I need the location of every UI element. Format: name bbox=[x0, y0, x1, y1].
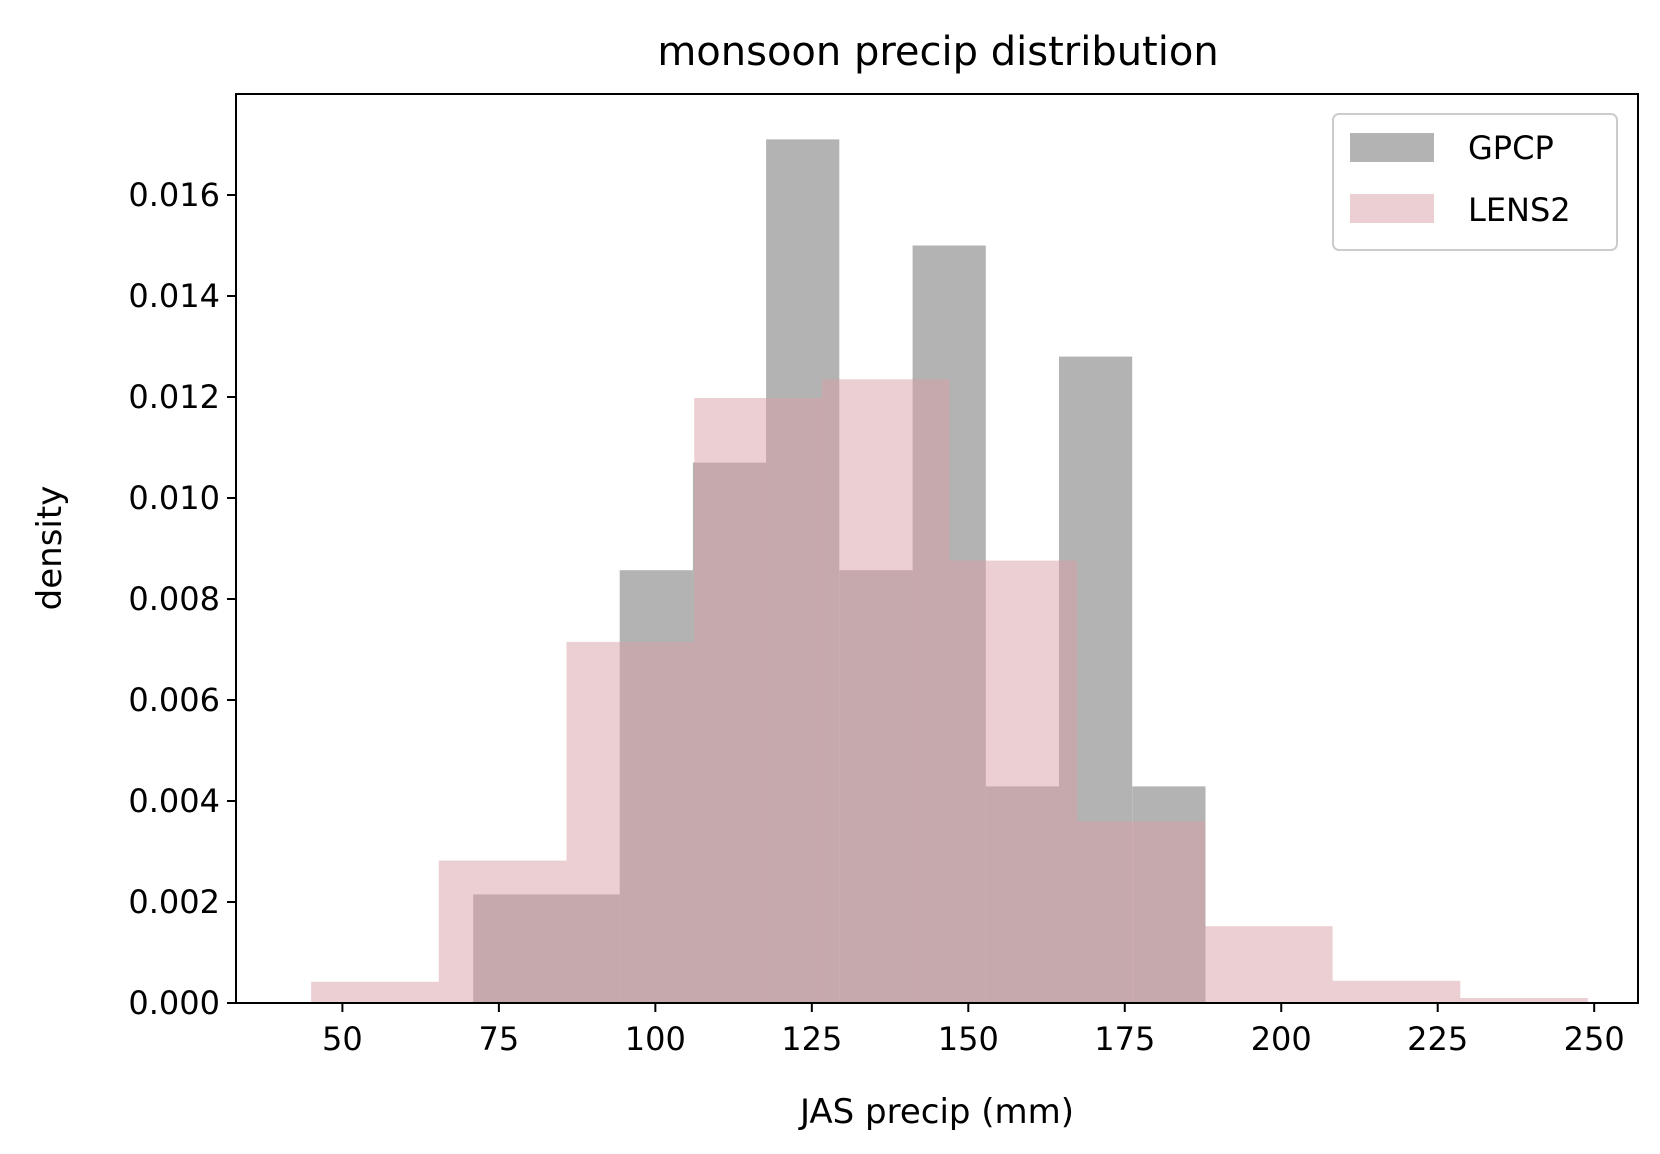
bar-lens2-3 bbox=[694, 398, 822, 1003]
y-tick-label: 0.002 bbox=[128, 883, 220, 921]
x-axis-ticks: 50 75 100 125 150 175 200 225 250 bbox=[322, 1003, 1625, 1058]
legend-swatch-lens2 bbox=[1350, 194, 1434, 223]
bar-lens2-8 bbox=[1332, 980, 1461, 1003]
bar-lens2-6 bbox=[1077, 821, 1205, 1003]
y-tick-label: 0.010 bbox=[128, 479, 220, 517]
y-axis-label: density bbox=[30, 486, 70, 611]
y-tick-label: 0.006 bbox=[128, 681, 220, 719]
y-tick-label: 0.008 bbox=[128, 580, 220, 618]
legend-label-lens2: LENS2 bbox=[1468, 191, 1571, 229]
legend-label-gpcp: GPCP bbox=[1468, 129, 1554, 167]
x-tick-label: 75 bbox=[479, 1020, 520, 1058]
bar-lens2-2 bbox=[566, 641, 695, 1003]
y-tick-label: 0.014 bbox=[128, 277, 220, 315]
x-tick-label: 225 bbox=[1407, 1020, 1468, 1058]
y-tick-label: 0.016 bbox=[128, 176, 220, 214]
legend-swatch-gpcp bbox=[1350, 133, 1434, 162]
bar-lens2-7 bbox=[1204, 926, 1333, 1003]
x-tick-label: 250 bbox=[1564, 1020, 1625, 1058]
x-axis-label: JAS precip (mm) bbox=[798, 1092, 1074, 1132]
bar-lens2-0 bbox=[311, 981, 439, 1003]
x-tick-label: 175 bbox=[1094, 1020, 1155, 1058]
x-tick-label: 150 bbox=[938, 1020, 999, 1058]
legend: GPCP LENS2 bbox=[1332, 113, 1618, 251]
bar-lens2-9 bbox=[1460, 998, 1588, 1003]
bars-layer bbox=[311, 139, 1588, 1004]
x-tick-label: 125 bbox=[781, 1020, 842, 1058]
x-tick-label: 100 bbox=[625, 1020, 686, 1058]
chart-title: monsoon precip distribution bbox=[657, 29, 1218, 75]
bar-lens2-5 bbox=[949, 560, 1078, 1003]
bar-lens2-4 bbox=[821, 379, 950, 1003]
y-tick-label: 0.000 bbox=[128, 984, 220, 1022]
bar-lens2-1 bbox=[438, 860, 567, 1003]
y-axis-ticks: 0.000 0.002 0.004 0.006 0.008 0.010 0.012 0.014… bbox=[128, 176, 236, 1022]
y-tick-label: 0.012 bbox=[128, 378, 220, 416]
x-tick-label: 50 bbox=[322, 1020, 363, 1058]
y-tick-label: 0.004 bbox=[128, 782, 220, 820]
x-tick-label: 200 bbox=[1251, 1020, 1312, 1058]
plot-frame bbox=[235, 93, 1639, 1004]
